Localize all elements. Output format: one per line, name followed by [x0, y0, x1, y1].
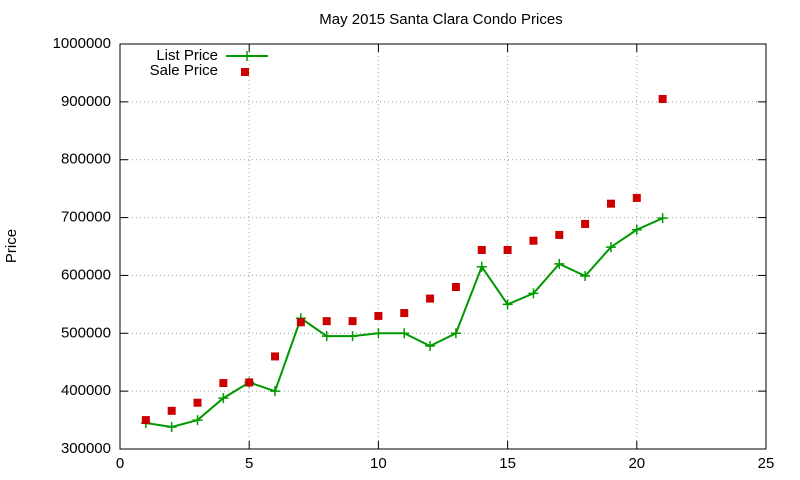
point [581, 219, 590, 228]
point [476, 261, 487, 272]
point [322, 317, 331, 326]
point [193, 398, 202, 407]
point [167, 406, 176, 415]
y-axis-label: Price [3, 229, 20, 263]
point [321, 331, 332, 342]
point [373, 328, 384, 339]
y-tick-label: 500000 [61, 324, 111, 341]
y-tick-label: 700000 [61, 209, 111, 226]
y-tick-label: 1000000 [53, 35, 111, 52]
point [554, 258, 565, 269]
point [555, 230, 564, 239]
point [528, 288, 539, 299]
point [502, 299, 513, 310]
point [141, 416, 150, 425]
y-tick-label: 300000 [61, 440, 111, 457]
point [400, 309, 409, 318]
x-tick-label: 20 [628, 455, 645, 472]
x-tick-label: 5 [245, 455, 253, 472]
point [425, 341, 436, 352]
point [426, 294, 435, 303]
legend-marker [242, 51, 252, 61]
chart-title: May 2015 Santa Clara Condo Prices [319, 11, 562, 28]
legend-label: List Price [156, 47, 218, 64]
point [348, 317, 357, 326]
point [192, 415, 203, 426]
point [347, 331, 358, 342]
point [529, 236, 538, 245]
x-tick-label: 10 [370, 455, 387, 472]
x-tick-label: 0 [116, 455, 124, 472]
point [271, 352, 280, 361]
point [658, 94, 667, 103]
point [451, 283, 460, 291]
point [245, 378, 254, 387]
point [399, 328, 410, 339]
point [632, 193, 641, 202]
y-tick-label: 600000 [61, 266, 111, 283]
x-tick-label: 15 [499, 455, 516, 472]
point [503, 245, 512, 254]
x-tick-label: 25 [758, 455, 775, 472]
point [166, 422, 177, 433]
point [477, 245, 486, 254]
point [270, 386, 281, 397]
point [219, 379, 228, 388]
legend-label: Sale Price [150, 62, 218, 79]
point [580, 271, 591, 282]
point [218, 393, 229, 404]
legend-marker [241, 68, 249, 76]
point [296, 318, 305, 327]
point [631, 224, 642, 235]
point [605, 242, 616, 253]
y-tick-label: 800000 [61, 151, 111, 168]
point [606, 199, 615, 208]
y-tick-label: 900000 [61, 93, 111, 110]
y-tick-label: 400000 [61, 382, 111, 399]
point [450, 328, 461, 339]
plot-frame [119, 43, 767, 450]
point [374, 311, 383, 320]
point [657, 213, 668, 224]
